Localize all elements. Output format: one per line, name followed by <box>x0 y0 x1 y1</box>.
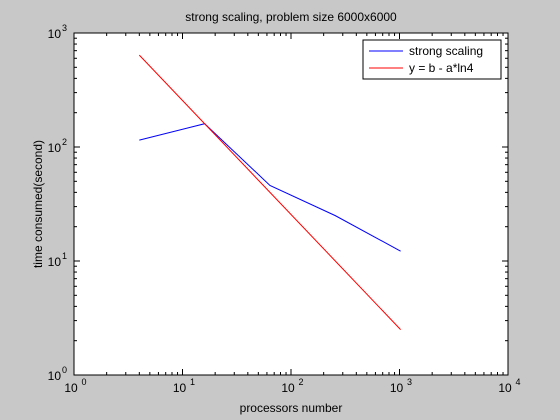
legend: strong scaling y = b - a*ln4 <box>362 39 502 80</box>
y-tick-label: 10 <box>48 141 62 155</box>
y-axis-label: time consumed(second) <box>31 140 45 268</box>
y-tick-label: 10 <box>48 369 62 383</box>
plot-area <box>73 32 509 376</box>
chart-title: strong scaling, problem size 6000x6000 <box>185 10 397 24</box>
x-tick-label: 10 <box>498 381 512 395</box>
x-tick-exponent: 1 <box>190 377 195 387</box>
x-tick-label: 10 <box>64 381 78 395</box>
y-tick-label: 10 <box>48 27 62 41</box>
y-tick-exponent: 2 <box>62 137 67 147</box>
series-lines <box>138 54 401 330</box>
x-tick-label: 10 <box>281 381 295 395</box>
legend-label: y = b - a*ln4 <box>409 61 474 75</box>
x-axis-label: processors number <box>240 401 343 415</box>
legend-box <box>362 39 502 80</box>
x-tick-labels: 10 0 10 1 10 2 10 3 10 4 <box>64 377 520 395</box>
minor-ticks <box>74 33 508 375</box>
x-tick-exponent: 4 <box>515 377 520 387</box>
x-tick-label: 10 <box>390 381 404 395</box>
y-tick-exponent: 3 <box>62 23 67 33</box>
legend-label: strong scaling <box>409 44 483 58</box>
major-ticks <box>73 32 509 376</box>
series-line-fit <box>138 54 401 330</box>
x-tick-exponent: 0 <box>81 377 86 387</box>
x-tick-exponent: 3 <box>407 377 412 387</box>
series-line-strong-scaling <box>139 123 401 252</box>
y-tick-label: 10 <box>48 255 62 269</box>
x-tick-exponent: 2 <box>298 377 303 387</box>
y-tick-exponent: 1 <box>62 251 67 261</box>
y-tick-exponent: 0 <box>62 365 67 375</box>
x-tick-label: 10 <box>173 381 187 395</box>
